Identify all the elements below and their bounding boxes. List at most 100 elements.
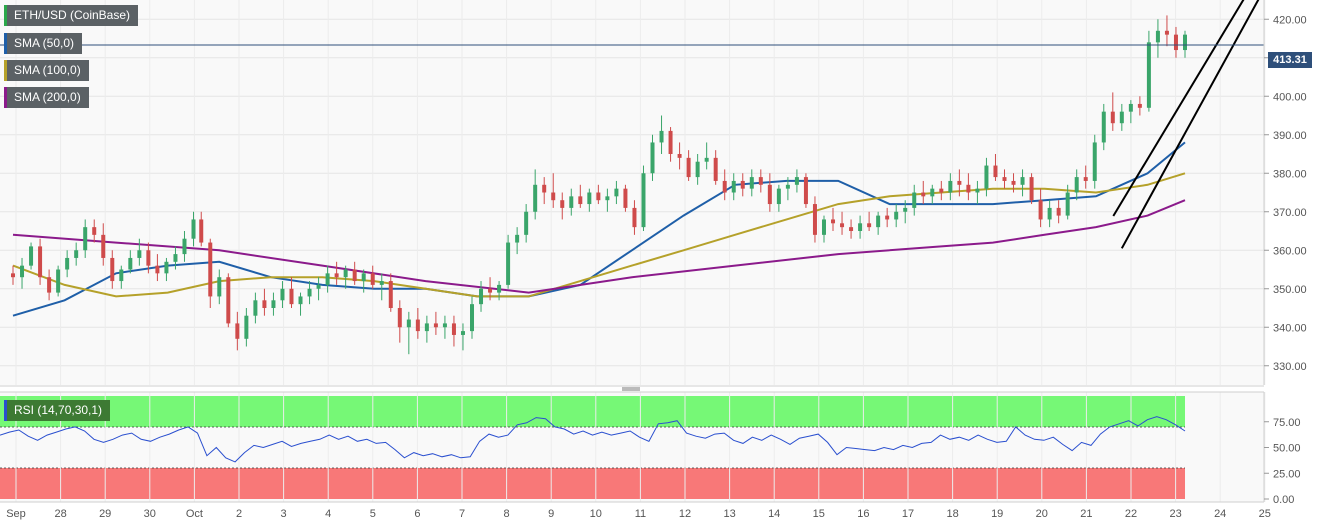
sma-100-legend[interactable]: SMA (100,0) — [4, 60, 89, 81]
symbol-legend-label: ETH/USD (CoinBase) — [14, 8, 131, 22]
rsi-oversold-zone — [0, 468, 1185, 499]
candle-body — [38, 246, 43, 278]
candle-body — [424, 323, 429, 332]
time-axis-tick-label: Oct — [186, 508, 203, 520]
candle-body — [876, 215, 881, 228]
channel-line-0 — [1112, 0, 1245, 217]
candle-body — [1164, 30, 1169, 35]
candle-body — [47, 277, 52, 293]
candle-body — [119, 269, 124, 282]
candle-body — [740, 180, 745, 189]
candle-body — [298, 296, 303, 305]
candle-body — [668, 130, 673, 154]
candle-body — [894, 211, 899, 220]
current-price-tag: 413.31 — [1268, 52, 1312, 68]
candle-body — [749, 177, 754, 189]
price-axis-tick-label: 360.00 — [1273, 245, 1307, 257]
candle-body — [912, 192, 917, 208]
candle-body — [451, 323, 456, 335]
candle-body — [587, 192, 592, 205]
candle-body — [903, 207, 908, 212]
time-axis-tick-label: 15 — [813, 508, 825, 520]
price-axis-tick-label: 370.00 — [1273, 207, 1307, 219]
candle-body — [803, 177, 808, 205]
time-axis-tick-label: 18 — [946, 508, 958, 520]
pane-resize-handle[interactable] — [622, 387, 640, 391]
time-axis-tick-label: 20 — [1036, 508, 1048, 520]
candle-body — [641, 173, 646, 228]
candle-body — [767, 184, 772, 205]
candle-body — [433, 323, 438, 328]
candle-body — [1128, 103, 1133, 112]
candle-body — [722, 180, 727, 193]
sma-50-legend-label: SMA (50,0) — [14, 36, 75, 50]
candle-body — [1020, 177, 1025, 185]
candle-body — [199, 219, 204, 243]
sma-200-legend-label: SMA (200,0) — [14, 90, 81, 104]
candle-body — [1011, 180, 1016, 185]
candle-body — [1074, 177, 1079, 193]
candle-body — [173, 254, 178, 262]
price-axis-tick-label: 390.00 — [1273, 130, 1307, 142]
rsi-line — [0, 416, 1186, 463]
candle-body — [849, 227, 854, 231]
price-axis-tick-label: 420.00 — [1273, 14, 1307, 26]
candle-body — [415, 319, 420, 332]
sma-200-legend[interactable]: SMA (200,0) — [4, 87, 89, 108]
candle-body — [1092, 142, 1097, 181]
candle-body — [632, 207, 637, 228]
time-axis-tick-label: 19 — [991, 508, 1003, 520]
sma-200-swatch — [4, 87, 7, 108]
candle-body — [334, 273, 339, 278]
candle-body — [524, 211, 529, 235]
candle-body — [1047, 207, 1052, 220]
candle-body — [182, 238, 187, 255]
time-axis-tick-label: 6 — [414, 508, 420, 520]
candle-body — [1119, 111, 1124, 124]
candle-body — [821, 219, 826, 235]
candle-body — [831, 219, 836, 224]
candle-body — [1146, 42, 1151, 108]
rsi-legend[interactable]: RSI (14,70,30,1) — [4, 400, 111, 421]
time-axis-tick-label: 24 — [1214, 508, 1226, 520]
candle-body — [1155, 30, 1160, 43]
candle-body — [840, 223, 845, 228]
candle-body — [307, 288, 312, 297]
time-axis-tick-label: Sep — [6, 508, 26, 520]
candle-body — [497, 284, 502, 293]
rsi-legend-swatch — [4, 400, 7, 421]
candle-body — [713, 157, 718, 181]
price-axis-tick-label: 330.00 — [1273, 361, 1307, 373]
candle-body — [11, 273, 15, 278]
candle-body — [551, 192, 556, 201]
symbol-legend[interactable]: ETH/USD (CoinBase) — [4, 5, 139, 26]
candle-body — [316, 284, 321, 289]
candle-body — [993, 165, 998, 178]
rsi-axis-tick-label: 0.00 — [1273, 494, 1294, 506]
time-axis-tick-label: 16 — [857, 508, 869, 520]
price-axis-tick-label: 340.00 — [1273, 322, 1307, 334]
time-axis-tick-label: 25 — [1259, 508, 1271, 520]
candle-body — [235, 323, 240, 339]
price-axis-tick-label: 380.00 — [1273, 168, 1307, 180]
candle-layer — [11, 15, 1187, 355]
rsi-axis-tick-label: 50.00 — [1273, 443, 1301, 455]
candle-body — [460, 331, 465, 335]
candle-body — [542, 184, 547, 193]
candle-body — [388, 281, 393, 308]
time-axis-tick-label: 11 — [635, 508, 646, 520]
candle-body — [614, 188, 619, 197]
candle-body — [984, 165, 989, 189]
candle-body — [370, 273, 375, 285]
rsi-axis-tick-label: 75.00 — [1273, 417, 1301, 429]
time-axis-tick-label: 4 — [325, 508, 331, 520]
sma-50-legend[interactable]: SMA (50,0) — [4, 33, 83, 54]
candle-body — [1137, 103, 1142, 108]
candle-body — [704, 157, 709, 162]
candle-body — [406, 319, 411, 328]
candle-body — [515, 234, 520, 243]
candle-body — [217, 277, 222, 297]
grid-layer — [0, 0, 1266, 502]
candle-body — [506, 242, 511, 285]
